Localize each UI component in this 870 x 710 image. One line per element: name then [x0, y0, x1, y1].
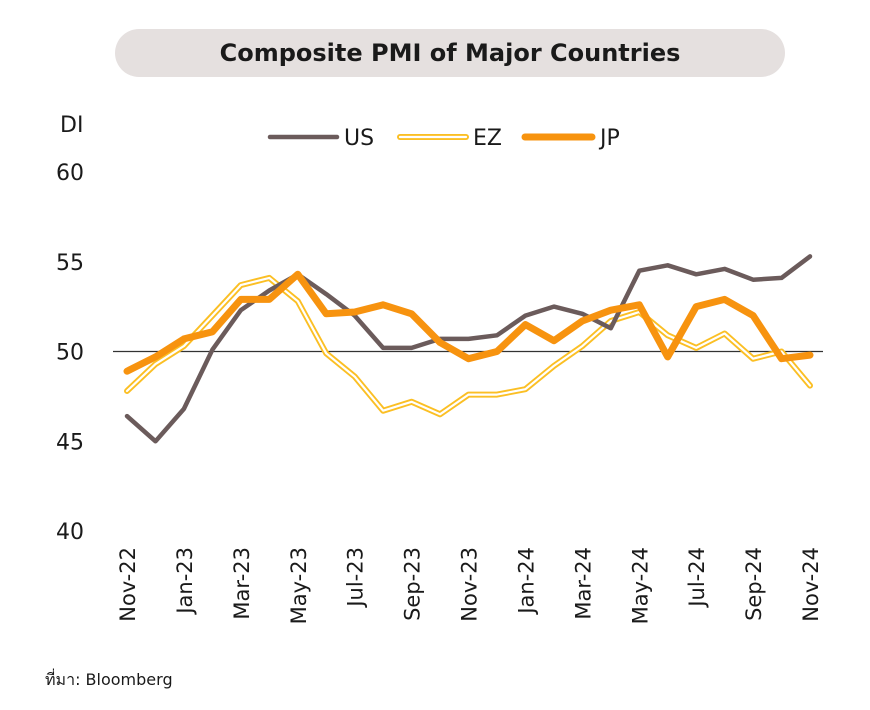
series-jp [123, 270, 814, 375]
y-tick-label: 50 [56, 341, 84, 366]
series-lines [123, 254, 814, 444]
y-axis-label: DI [60, 113, 83, 138]
x-tick-label: Nov-24 [799, 547, 823, 622]
series-ez [124, 274, 813, 418]
x-tick-label: Sep-24 [742, 547, 766, 621]
x-tick-label: Nov-22 [116, 547, 140, 622]
y-axis-ticks: 40 45 50 55 60 [56, 161, 84, 545]
series-us [124, 254, 813, 444]
chart-title: Composite PMI of Major Countries [115, 29, 785, 77]
y-tick-label: 60 [56, 161, 84, 186]
x-axis-ticks: Nov-22 Jan-23 Mar-23 May-23 Jul-23 Sep-23 Nov-… [116, 547, 823, 624]
legend-label-jp: JP [598, 126, 620, 151]
x-tick-label: May-24 [628, 547, 652, 624]
x-tick-label: Jul-23 [344, 547, 368, 609]
series-line-us [124, 254, 813, 444]
legend: US EZ JP [267, 126, 620, 151]
y-tick-label: 45 [56, 430, 84, 455]
source-note: ที่มา: Bloomberg [45, 670, 173, 689]
x-tick-label: May-23 [287, 547, 311, 624]
series-line-jp [123, 270, 814, 375]
x-tick-label: Sep-23 [401, 547, 425, 621]
x-tick-label: Jan-24 [514, 547, 538, 616]
legend-label-ez: EZ [473, 126, 502, 151]
legend-label-us: US [344, 126, 374, 151]
x-tick-label: Jul-24 [685, 547, 709, 609]
y-tick-label: 40 [56, 520, 84, 545]
x-tick-label: Mar-24 [571, 547, 595, 620]
x-tick-label: Nov-23 [458, 547, 482, 622]
y-tick-label: 55 [56, 251, 84, 276]
x-tick-label: Mar-23 [230, 547, 254, 620]
x-tick-label: Jan-23 [173, 547, 197, 616]
series-line-ez-inner [125, 276, 812, 416]
